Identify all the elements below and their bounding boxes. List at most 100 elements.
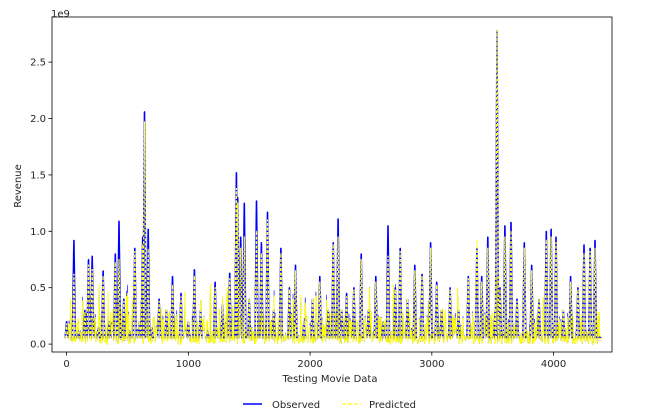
data-point-predicted bbox=[187, 320, 189, 323]
data-point-predicted bbox=[311, 298, 314, 300]
data-point-predicted bbox=[346, 296, 348, 298]
data-point-observed bbox=[545, 230, 547, 232]
data-point-predicted bbox=[114, 262, 116, 264]
data-point-observed bbox=[229, 272, 231, 274]
data-point-predicted bbox=[255, 230, 258, 232]
data-point-predicted bbox=[531, 270, 533, 272]
data-point-predicted bbox=[510, 230, 512, 232]
data-point-predicted bbox=[577, 289, 579, 291]
data-point-predicted bbox=[353, 289, 355, 291]
data-point-observed bbox=[430, 241, 432, 244]
data-point-predicted bbox=[229, 278, 231, 280]
data-point-predicted bbox=[221, 304, 224, 306]
data-point-observed bbox=[467, 275, 469, 278]
data-point-predicted bbox=[129, 332, 131, 334]
data-point-predicted bbox=[108, 320, 110, 323]
data-point-observed bbox=[260, 241, 262, 244]
data-point-predicted bbox=[243, 236, 245, 238]
data-point-predicted bbox=[430, 247, 432, 249]
data-point-observed bbox=[240, 236, 242, 238]
data-point-predicted bbox=[337, 236, 339, 238]
data-point-predicted bbox=[538, 298, 540, 300]
data-point-observed bbox=[142, 236, 144, 238]
series-lines bbox=[64, 29, 602, 340]
x-tick-label: 3000 bbox=[419, 359, 444, 370]
data-point-observed bbox=[91, 255, 93, 257]
data-point-observed bbox=[481, 275, 483, 278]
data-point-observed bbox=[436, 281, 438, 283]
data-point-predicted bbox=[516, 300, 518, 302]
data-point-predicted bbox=[382, 320, 384, 323]
data-point-predicted bbox=[102, 275, 104, 278]
data-point-observed bbox=[589, 247, 591, 249]
data-point-predicted bbox=[545, 239, 547, 241]
data-point-predicted bbox=[134, 251, 136, 253]
data-point-predicted bbox=[467, 278, 469, 280]
data-point-observed bbox=[550, 228, 552, 230]
data-point-predicted bbox=[123, 300, 125, 302]
data-point-predicted bbox=[562, 309, 564, 311]
data-point-observed bbox=[280, 247, 282, 249]
data-point-predicted bbox=[87, 264, 90, 266]
data-point-observed bbox=[583, 244, 585, 246]
data-point-predicted bbox=[589, 251, 591, 253]
data-point-observed bbox=[399, 247, 401, 249]
data-point-observed bbox=[193, 269, 196, 271]
data-point-observed bbox=[255, 200, 258, 202]
data-point-observed bbox=[102, 270, 104, 272]
data-point-predicted bbox=[436, 284, 438, 287]
data-point-predicted bbox=[406, 298, 409, 300]
data-point-predicted bbox=[360, 258, 362, 261]
x-tick-label: 2000 bbox=[297, 359, 322, 370]
data-point-observed bbox=[599, 336, 601, 338]
data-point-observed bbox=[243, 202, 245, 204]
y-axis-label: Revenue bbox=[13, 164, 24, 208]
data-point-predicted bbox=[555, 241, 557, 244]
y-tick-label: 0.5 bbox=[30, 283, 46, 294]
x-tick-label: 1000 bbox=[176, 359, 201, 370]
data-point-predicted bbox=[214, 287, 216, 289]
data-point-predicted bbox=[332, 244, 334, 246]
data-point-predicted bbox=[199, 309, 202, 311]
data-point-predicted bbox=[319, 281, 321, 283]
data-point-observed bbox=[180, 292, 182, 294]
data-point-predicted bbox=[458, 309, 460, 311]
data-point-observed bbox=[143, 111, 146, 113]
data-point-predicted bbox=[594, 247, 596, 249]
data-point-observed bbox=[84, 309, 86, 311]
data-point-predicted bbox=[248, 298, 250, 300]
data-point-observed bbox=[118, 220, 120, 222]
x-tick-label: 0 bbox=[63, 359, 69, 370]
data-point-observed bbox=[337, 218, 339, 220]
data-point-predicted bbox=[375, 281, 377, 283]
data-point-predicted bbox=[237, 202, 239, 204]
data-point-predicted bbox=[303, 320, 305, 323]
data-point-predicted bbox=[272, 309, 275, 311]
data-point-observed bbox=[421, 273, 423, 275]
data-point-predicted bbox=[288, 289, 290, 291]
data-point-predicted bbox=[399, 251, 401, 253]
data-point-observed bbox=[487, 236, 489, 238]
y-offset-label: 1e9 bbox=[51, 9, 70, 20]
data-point-observed bbox=[577, 287, 579, 289]
data-point-predicted bbox=[147, 248, 149, 250]
data-point-predicted bbox=[523, 247, 525, 249]
data-point-predicted bbox=[73, 273, 75, 275]
data-point-observed bbox=[346, 292, 348, 294]
legend-observed-label: Observed bbox=[272, 400, 320, 411]
legend-predicted-label: Predicted bbox=[369, 400, 416, 411]
data-point-predicted bbox=[207, 332, 209, 334]
data-point-predicted bbox=[118, 258, 120, 261]
data-point-predicted bbox=[570, 281, 572, 283]
data-point-predicted bbox=[97, 326, 99, 328]
data-point-predicted bbox=[70, 337, 73, 340]
data-point-predicted bbox=[143, 121, 146, 123]
x-tick-label: 4000 bbox=[541, 359, 566, 370]
data-point-predicted bbox=[481, 281, 483, 283]
data-point-predicted bbox=[151, 326, 153, 328]
x-axis-ticks: 0 1000 2000 3000 4000 bbox=[63, 352, 566, 370]
data-point-predicted bbox=[440, 309, 443, 311]
data-point-predicted bbox=[499, 289, 501, 291]
data-point-predicted bbox=[294, 270, 297, 272]
